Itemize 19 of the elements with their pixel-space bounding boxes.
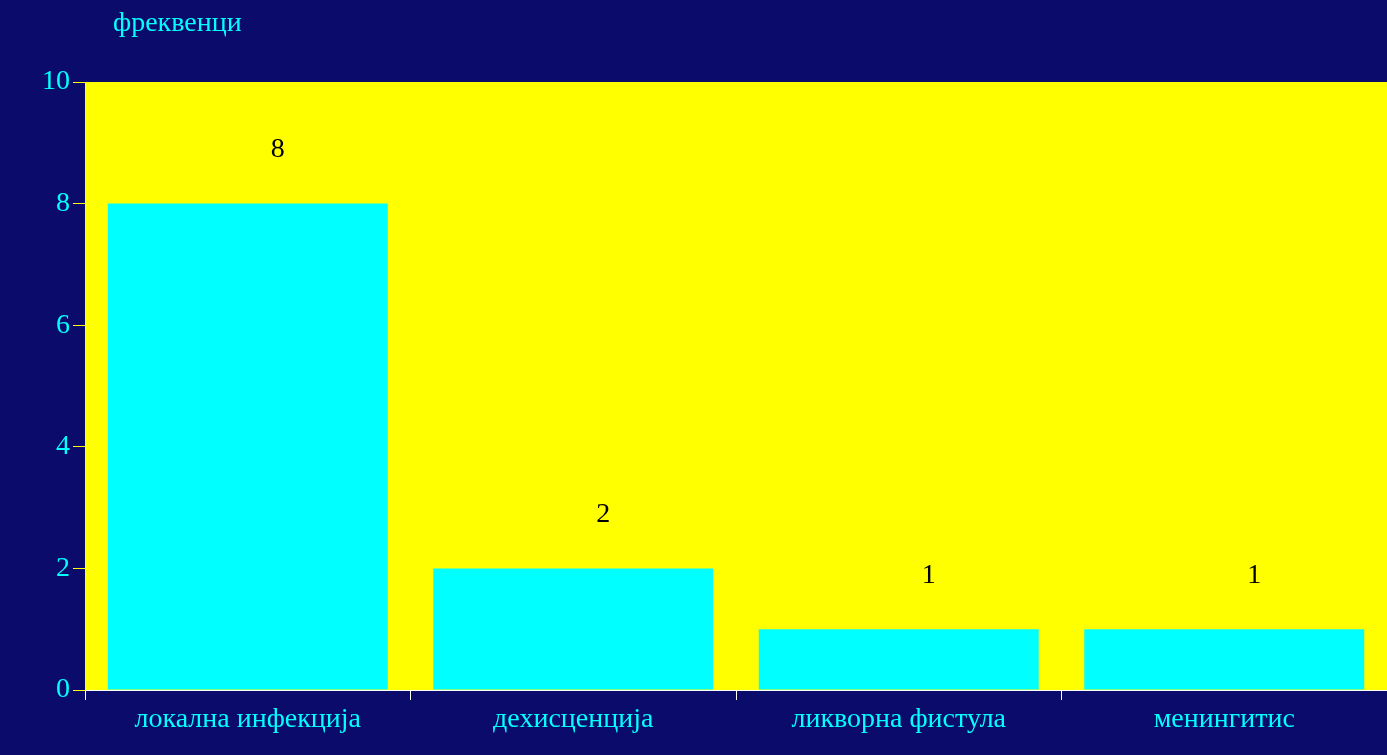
bar: [433, 568, 714, 690]
y-axis-title: фреквенци: [113, 6, 242, 38]
y-tick-label: 8: [56, 185, 70, 217]
x-tick-label: ликворна фистула: [791, 702, 1007, 734]
y-tick-label: 10: [42, 64, 70, 96]
bar: [1084, 629, 1365, 690]
data-label: 1: [1247, 557, 1262, 589]
bar: [107, 203, 388, 690]
x-tick-label: дехисценција: [493, 702, 654, 734]
x-tick-label: менингитис: [1153, 702, 1295, 734]
x-tick-label: локална инфекција: [134, 702, 362, 734]
data-label: 8: [270, 131, 285, 163]
bar: [758, 629, 1039, 690]
y-tick-label: 4: [56, 429, 70, 461]
data-label: 2: [596, 496, 611, 528]
y-tick-label: 0: [56, 672, 70, 704]
y-tick-label: 6: [56, 307, 70, 339]
data-label: 1: [921, 557, 936, 589]
y-tick-label: 2: [56, 550, 70, 582]
